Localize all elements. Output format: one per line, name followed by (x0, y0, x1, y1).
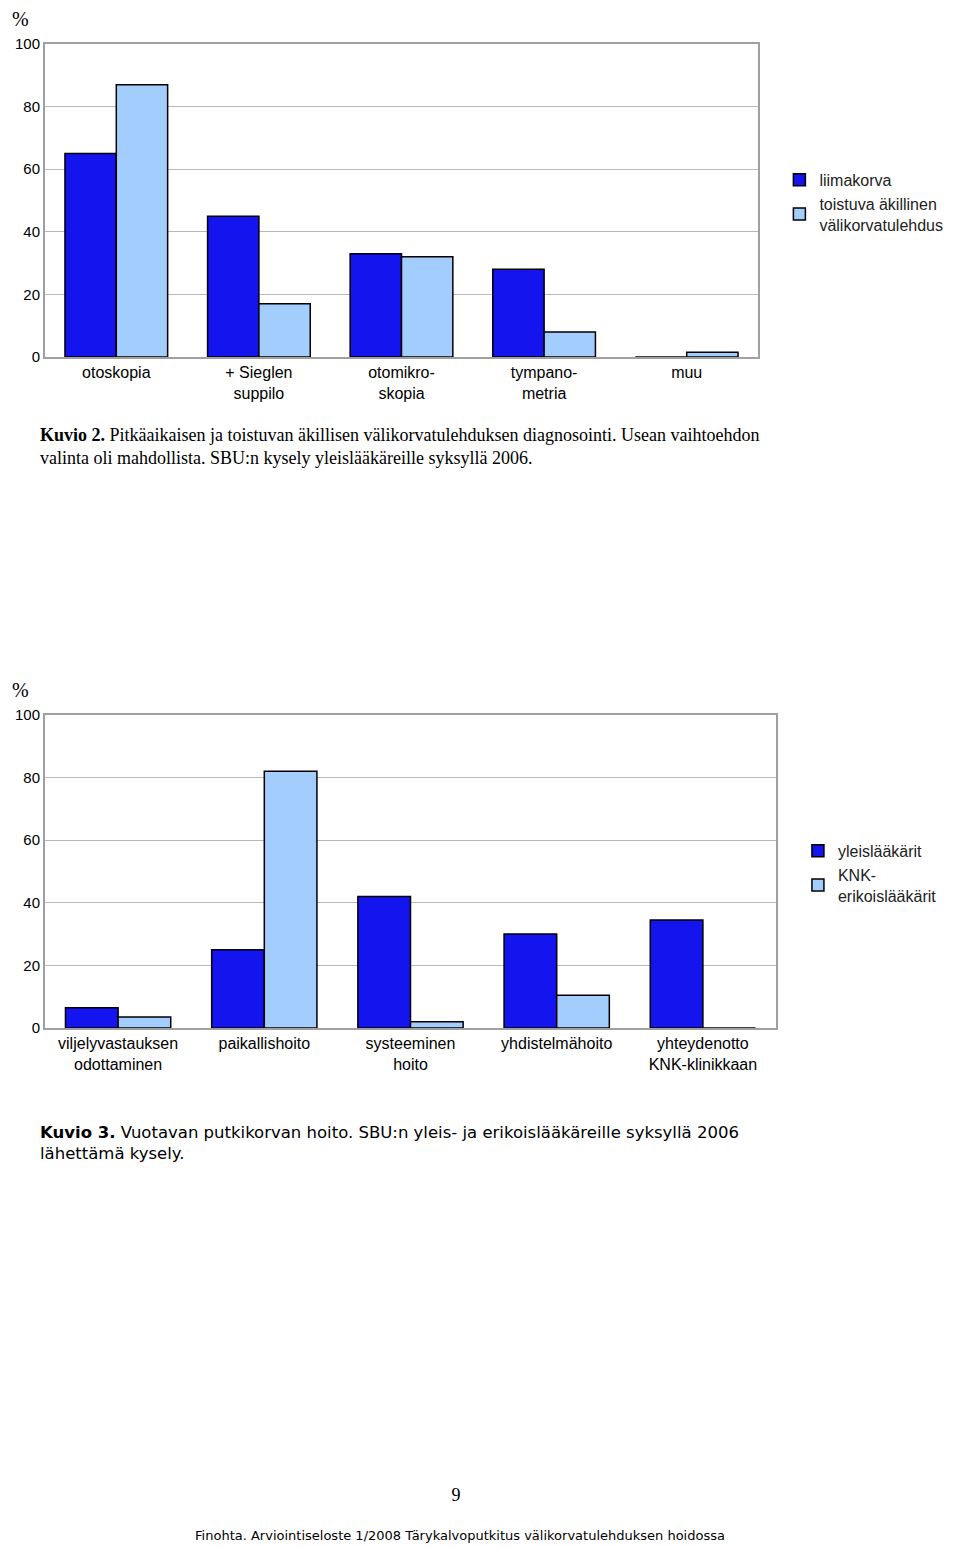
svg-text:tympano-metria: tympano-metria (511, 364, 578, 402)
svg-text:toistuva äkillinenvälikorvatul: toistuva äkillinenvälikorvatulehdus (819, 196, 943, 234)
svg-text:yhteydenottoKNK-klinikkaan: yhteydenottoKNK-klinikkaan (649, 1035, 757, 1073)
svg-text:otomikro-skopia: otomikro-skopia (368, 364, 435, 402)
svg-text:systeeminenhoito: systeeminenhoito (366, 1035, 456, 1073)
svg-text:0: 0 (32, 1019, 40, 1036)
svg-text:100: 100 (15, 706, 40, 723)
svg-text:KNK-erikoislääkärit: KNK-erikoislääkärit (838, 867, 936, 905)
svg-text:40: 40 (23, 894, 40, 911)
svg-text:yleislääkärit: yleislääkärit (838, 843, 922, 860)
html-text:Kuvio 2. Pitkäaikaisen ja tois: Kuvio 2. Pitkäaikaisen ja toistuvan äkil… (40, 425, 760, 469)
html-text:Finohta. Arviointiseloste 1/20: Finohta. Arviointiseloste 1/2008 Tärykal… (195, 1528, 725, 1543)
html-text:Kuvio 3. Vuotavan putkikorvan: Kuvio 3. Vuotavan putkikorvan hoito. SBU… (40, 1123, 739, 1164)
svg-text:40: 40 (23, 223, 40, 240)
svg-text:100: 100 (15, 35, 40, 52)
svg-text:liimakorva: liimakorva (819, 172, 891, 189)
svg-text:+ Sieglensuppilo: + Sieglensuppilo (225, 364, 292, 402)
svg-text:60: 60 (23, 831, 40, 848)
svg-text:viljelyvastauksenodottaminen: viljelyvastauksenodottaminen (58, 1035, 178, 1073)
svg-text:0: 0 (32, 348, 40, 365)
svg-text:80: 80 (23, 769, 40, 786)
svg-text:60: 60 (23, 160, 40, 177)
svg-text:80: 80 (23, 98, 40, 115)
svg-text:20: 20 (23, 286, 40, 303)
svg-text:20: 20 (23, 957, 40, 974)
svg-text:%: % (12, 8, 29, 30)
svg-text:%: % (12, 679, 29, 701)
svg-text:muu: muu (671, 364, 702, 381)
html-text:9: 9 (451, 1485, 461, 1505)
svg-text:yhdistelmähoito: yhdistelmähoito (501, 1035, 612, 1052)
svg-text:paikallishoito: paikallishoito (218, 1035, 310, 1052)
svg-text:otoskopia: otoskopia (82, 364, 151, 381)
